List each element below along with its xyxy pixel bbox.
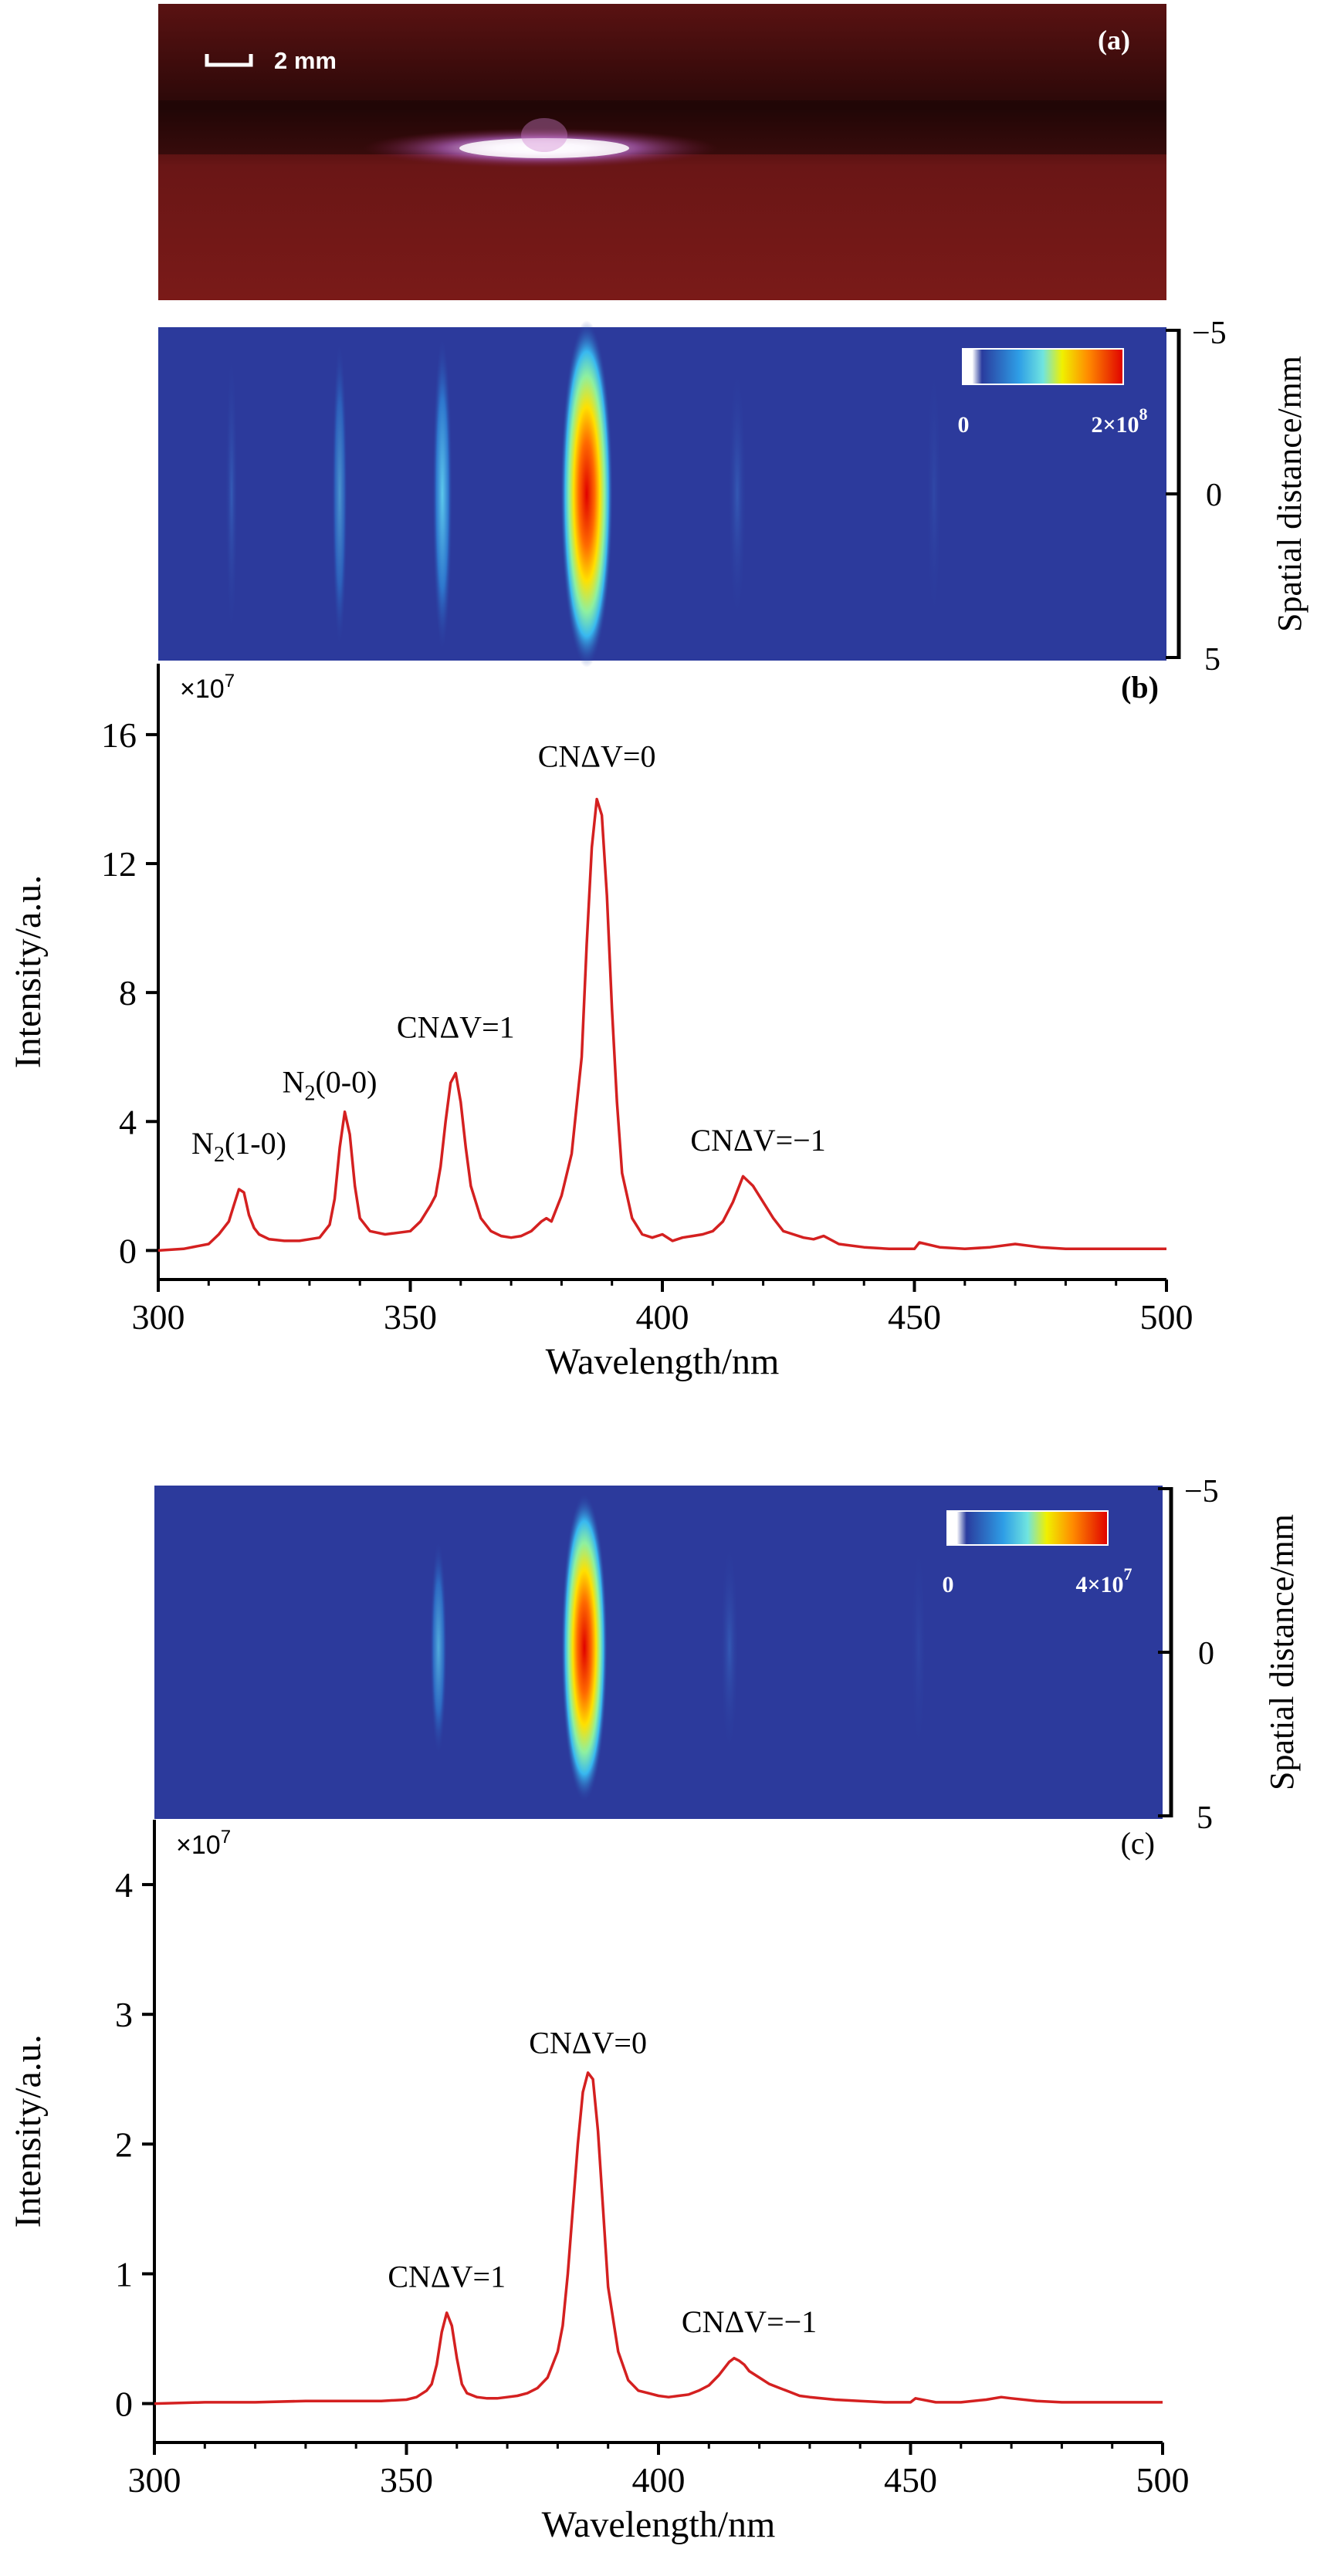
chart-c: 300 350 400 450 500 0 1 2 3 4 Wavelength/nm Intensi… — [8, 1820, 1190, 2545]
chart-b-y-tick-label: 0 — [119, 1231, 137, 1270]
chart-c-y-tick-label: 2 — [115, 2125, 133, 2164]
chart-c-xlabel: Wavelength/nm — [542, 2504, 776, 2545]
chart-b-x-tick-label: 300 — [132, 1297, 185, 1337]
spatial-tick-b-neg5: −5 — [1192, 316, 1227, 351]
spatial-tick-c-neg5: −5 — [1184, 1474, 1219, 1509]
scale-bar: 2 mm — [205, 47, 337, 74]
colorbar-b-max: 2×108 — [1091, 404, 1147, 438]
chart-c-y-tick-label: 4 — [115, 1865, 133, 1905]
chart-c-peak-label: CNΔV=1 — [388, 2259, 506, 2294]
chart-b-y-tick-label: 16 — [101, 715, 137, 755]
chart-c-y-tick-label: 3 — [115, 1995, 133, 2034]
colorbar-b: 0 2×108 — [958, 348, 1148, 438]
spatial-axis-label-b: Spatial distance/mm — [1271, 356, 1309, 632]
chart-c-scale-note: ×107 — [176, 1827, 231, 1860]
chart-c-panel-label: (c) — [1121, 1826, 1155, 1861]
chart-b: 300 350 400 450 500 0 4 8 12 16 Wavelength/nm Inten… — [8, 664, 1193, 1382]
colorbar-c-min: 0 — [943, 1572, 954, 1597]
spatial-tick-c-5: 5 — [1197, 1800, 1213, 1836]
spatial-tick-b-5: 5 — [1204, 642, 1221, 678]
spatial-axis-c: −5 0 5 Spatial distance/mm — [1158, 1474, 1301, 1836]
chart-c-x-tick-label: 300 — [128, 2460, 181, 2500]
chart-c-peak-label: CNΔV=−1 — [682, 2304, 817, 2339]
chart-b-peak-label: N2(0-0) — [283, 1065, 377, 1106]
chart-c-x-tick-label: 500 — [1136, 2460, 1190, 2500]
chart-b-panel-label: (b) — [1121, 670, 1159, 705]
chart-b-y-tick-label: 8 — [119, 973, 137, 1012]
chart-b-xlabel: Wavelength/nm — [546, 1341, 780, 1382]
chart-c-x-tick-label: 350 — [380, 2460, 433, 2500]
colorbar-c: 0 4×107 — [943, 1510, 1132, 1597]
chart-b-x-tick-label: 500 — [1140, 1297, 1193, 1337]
panel-a-label: (a) — [1098, 25, 1130, 56]
chart-b-peak-label: CNΔV=0 — [538, 739, 656, 774]
spectral-image-b — [158, 320, 1166, 668]
chart-b-y-tick-label: 12 — [101, 844, 137, 884]
chart-c-x-tick-label: 450 — [884, 2460, 937, 2500]
colorbar-b-min: 0 — [958, 412, 970, 438]
chart-b-x-tick-label: 400 — [636, 1297, 689, 1337]
chart-b-x-tick-label: 450 — [888, 1297, 941, 1337]
chart-c-y-tick-label: 1 — [115, 2254, 133, 2294]
chart-b-series-line — [157, 797, 1166, 1253]
colorbar-c-max: 4×107 — [1075, 1564, 1132, 1597]
chart-b-peak-label: CNΔV=−1 — [690, 1123, 825, 1158]
chart-b-scale-note: ×107 — [180, 671, 235, 704]
chart-c-x-tick-label: 400 — [632, 2460, 686, 2500]
chart-b-peak-label: N2(1-0) — [191, 1126, 286, 1167]
spatial-tick-b-0: 0 — [1206, 478, 1222, 513]
spatial-tick-c-0: 0 — [1198, 1636, 1214, 1672]
chart-b-x-tick-label: 350 — [384, 1297, 437, 1337]
chart-b-y-tick-label: 4 — [119, 1102, 137, 1141]
chart-c-y-tick-label: 0 — [115, 2385, 133, 2424]
spatial-axis-b: −5 0 5 Spatial distance/mm — [1166, 316, 1309, 678]
chart-c-peak-label: CNΔV=0 — [529, 2026, 647, 2060]
plasma-photo — [158, 4, 1166, 300]
spatial-axis-label-c: Spatial distance/mm — [1263, 1514, 1301, 1790]
chart-c-series-line — [154, 2071, 1163, 2405]
scale-bar-label: 2 mm — [274, 47, 337, 74]
chart-b-ylabel: Intensity/a.u. — [8, 875, 49, 1069]
chart-b-peak-label: CNΔV=1 — [397, 1010, 515, 1045]
chart-c-ylabel: Intensity/a.u. — [8, 2034, 49, 2228]
